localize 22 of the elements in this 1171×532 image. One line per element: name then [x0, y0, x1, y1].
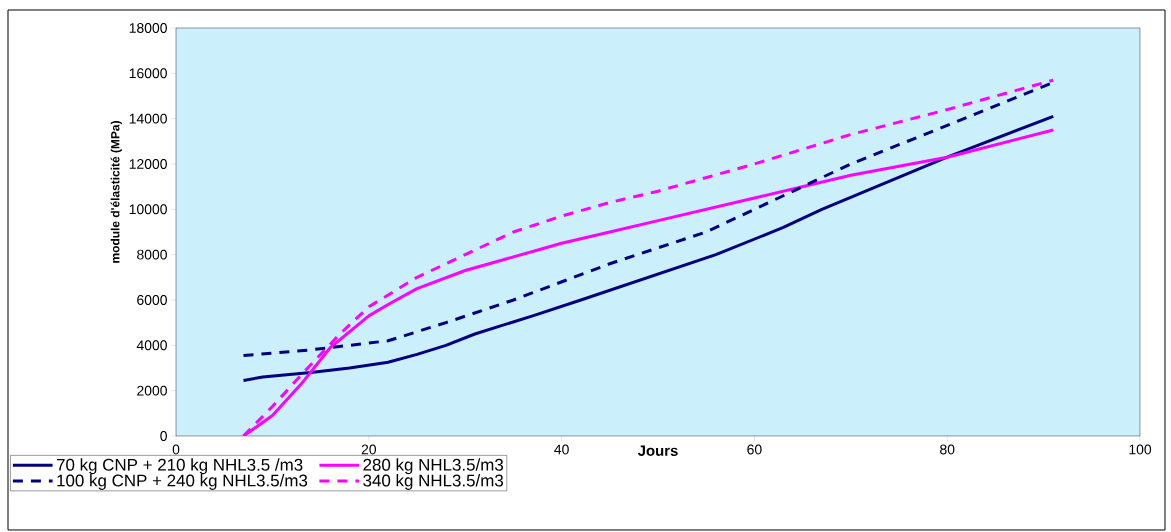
x-tick-label: 80 [940, 444, 955, 455]
y-tick-label: 4000 [136, 340, 167, 351]
y-tick-label: 16000 [129, 68, 167, 79]
y-tick-label: 8000 [137, 249, 167, 260]
x-axis-title: Jours [637, 445, 678, 456]
y-tick-label: 14000 [129, 113, 167, 124]
legend-label: 340 kg NHL3.5/m3 [363, 474, 504, 490]
y-tick-label: 10000 [129, 204, 167, 215]
legend-label: 70 kg CNP + 210 kg NHL3.5 /m3 [56, 458, 303, 475]
x-tick-label: 0 [172, 444, 180, 455]
x-tick-label: 100 [1129, 444, 1152, 455]
y-axis-title: module d'élasticité (MPa) [110, 121, 122, 263]
y-tick-label: 18000 [129, 23, 167, 33]
y-tick-label: 0 [160, 431, 167, 441]
y-tick-label: 2000 [137, 385, 167, 396]
y-tick-label: 6000 [137, 295, 167, 305]
legend-label: 280 kg NHL3.5/m3 [363, 458, 504, 475]
x-tick-label: 20 [361, 444, 377, 455]
y-tick-label: 12000 [129, 159, 167, 169]
x-tick-label: 40 [554, 444, 569, 455]
x-tick-label: 60 [747, 444, 762, 455]
legend-label: 100 kg CNP + 240 kg NHL3.5/m3 [57, 474, 308, 490]
